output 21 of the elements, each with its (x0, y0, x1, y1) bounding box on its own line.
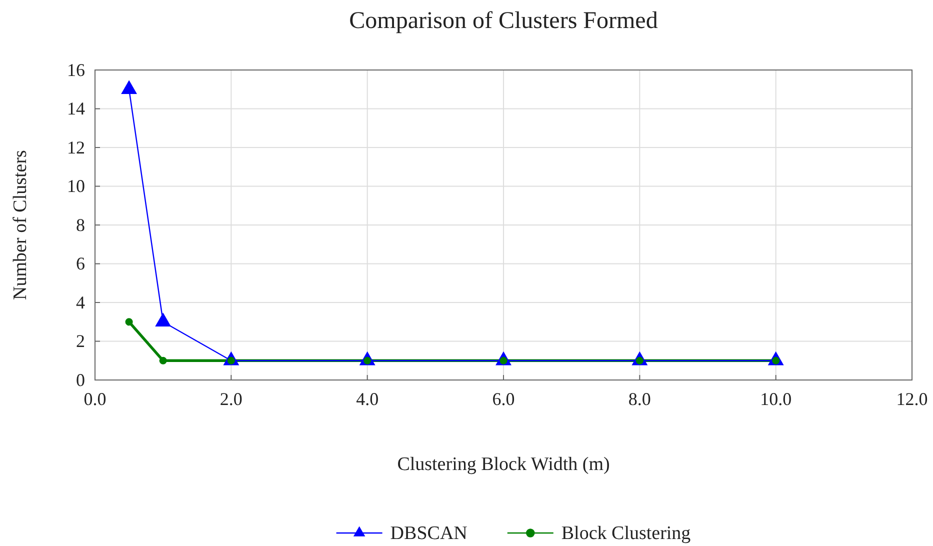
y-tick-label: 0 (76, 370, 85, 390)
y-tick-label: 6 (76, 254, 85, 274)
legend-label: DBSCAN (390, 523, 468, 544)
y-tick-label: 16 (67, 60, 85, 80)
y-axis-title: Number of Clusters (10, 150, 31, 300)
x-tick-label: 4.0 (356, 388, 379, 409)
chart-title: Comparison of Clusters Formed (349, 8, 658, 34)
x-tick-label: 12.0 (896, 388, 928, 409)
x-tick-label: 10.0 (760, 388, 792, 409)
x-tick-label: 0.0 (84, 388, 106, 409)
legend-label: Block Clustering (561, 523, 692, 544)
x-axis-title: Clustering Block Width (m) (397, 454, 610, 475)
y-tick-label: 2 (76, 331, 85, 352)
y-tick-label: 12 (67, 137, 85, 158)
y-tick-label: 10 (67, 176, 85, 196)
y-tick-label: 4 (76, 292, 85, 312)
y-tick-label: 14 (67, 98, 85, 119)
y-tick-label: 8 (76, 214, 85, 235)
x-tick-label: 2.0 (220, 388, 242, 409)
x-tick-label: 6.0 (492, 388, 515, 409)
x-tick-label: 8.0 (628, 388, 651, 409)
